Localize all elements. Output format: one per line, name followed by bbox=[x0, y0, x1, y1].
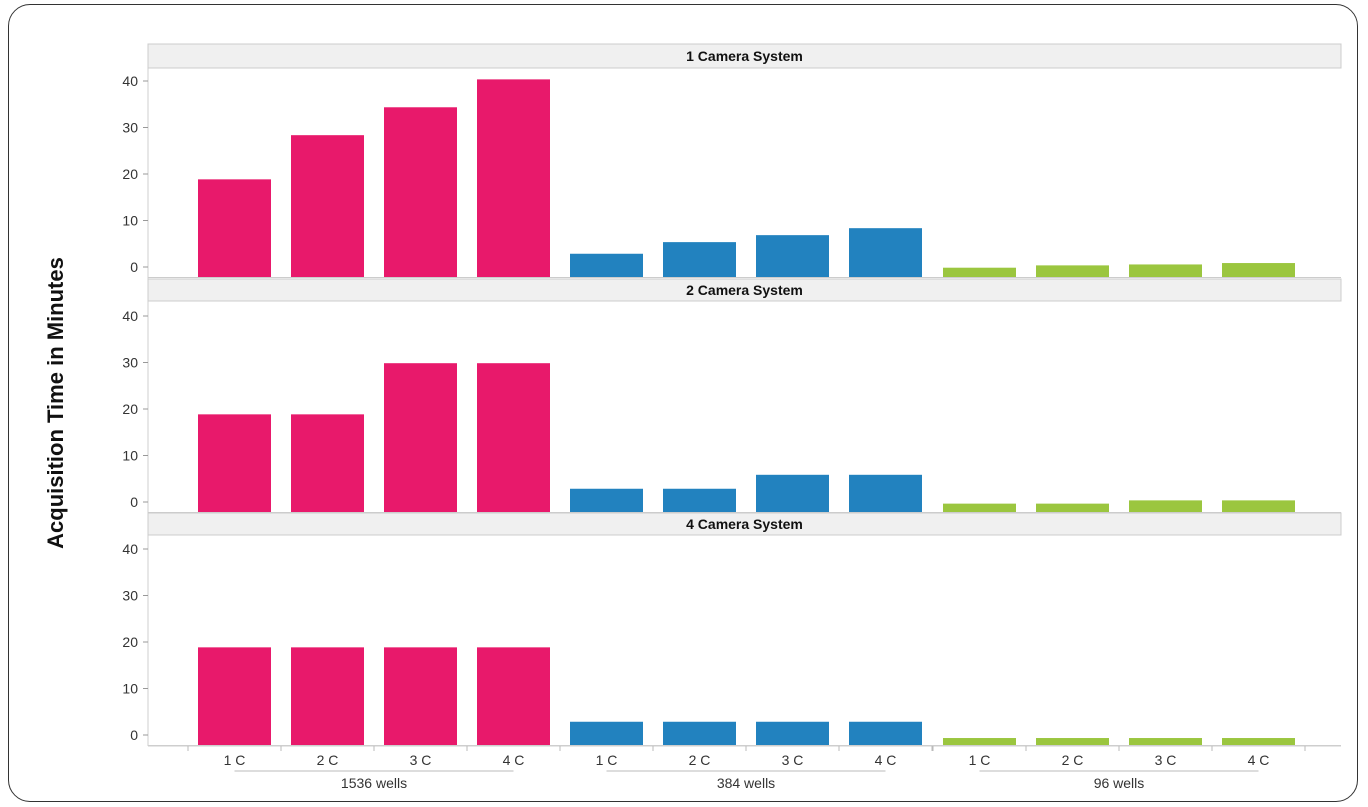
group-label: 96 wells bbox=[1094, 775, 1145, 791]
bar bbox=[1129, 738, 1202, 745]
bar bbox=[291, 647, 364, 745]
x-tick-label: 2 C bbox=[317, 752, 339, 768]
bar bbox=[198, 647, 271, 745]
bar bbox=[1222, 263, 1295, 277]
bar bbox=[291, 414, 364, 512]
x-tick-label: 4 C bbox=[503, 752, 525, 768]
bar bbox=[663, 488, 736, 512]
y-tick-label: 0 bbox=[130, 259, 138, 275]
bar bbox=[477, 363, 550, 512]
y-tick-label: 10 bbox=[122, 448, 138, 464]
panel-header bbox=[147, 278, 1342, 302]
bar bbox=[756, 235, 829, 277]
y-tick-label: 0 bbox=[130, 494, 138, 510]
y-tick-label: 20 bbox=[122, 401, 138, 417]
bar bbox=[943, 503, 1016, 512]
x-tick-label: 4 C bbox=[1248, 752, 1270, 768]
y-tick-label: 20 bbox=[122, 634, 138, 650]
bar bbox=[384, 647, 457, 745]
y-tick-label: 0 bbox=[130, 727, 138, 743]
y-tick-label: 40 bbox=[122, 308, 138, 324]
bar bbox=[663, 721, 736, 745]
bar bbox=[849, 228, 922, 277]
bar bbox=[1036, 738, 1109, 745]
bar bbox=[384, 363, 457, 512]
x-tick-label: 3 C bbox=[1155, 752, 1177, 768]
group-label: 1536 wells bbox=[341, 775, 407, 791]
y-tick-label: 40 bbox=[122, 541, 138, 557]
bar bbox=[849, 474, 922, 512]
x-tick-label: 2 C bbox=[1062, 752, 1084, 768]
panel-header bbox=[147, 512, 1342, 536]
y-tick-label: 10 bbox=[122, 213, 138, 229]
bar bbox=[663, 242, 736, 277]
panel-header bbox=[147, 43, 1342, 69]
bar bbox=[477, 79, 550, 277]
bar bbox=[943, 267, 1016, 277]
bar bbox=[1222, 500, 1295, 512]
x-tick-label: 3 C bbox=[782, 752, 804, 768]
y-tick-label: 30 bbox=[122, 355, 138, 371]
bar bbox=[1036, 265, 1109, 277]
bar bbox=[1222, 738, 1295, 745]
x-tick-label: 1 C bbox=[596, 752, 618, 768]
bar bbox=[570, 488, 643, 512]
bar bbox=[756, 474, 829, 512]
bar bbox=[384, 107, 457, 278]
bar bbox=[291, 135, 364, 277]
x-tick-label: 1 C bbox=[224, 752, 246, 768]
bar bbox=[1129, 264, 1202, 277]
y-tick-label: 20 bbox=[122, 166, 138, 182]
bar bbox=[1036, 503, 1109, 512]
x-tick-label: 4 C bbox=[875, 752, 897, 768]
panel-title: 2 Camera System bbox=[686, 282, 803, 298]
bar bbox=[570, 721, 643, 745]
panel-title: 4 Camera System bbox=[686, 516, 803, 532]
y-tick-label: 30 bbox=[122, 120, 138, 136]
x-tick-label: 1 C bbox=[969, 752, 991, 768]
bar bbox=[477, 647, 550, 745]
y-tick-label: 30 bbox=[122, 588, 138, 604]
bar bbox=[198, 179, 271, 277]
bar bbox=[849, 721, 922, 745]
x-tick-label: 3 C bbox=[410, 752, 432, 768]
bar bbox=[198, 414, 271, 512]
y-tick-label: 40 bbox=[122, 73, 138, 89]
bar bbox=[1129, 500, 1202, 512]
bar bbox=[943, 738, 1016, 745]
panel-title: 1 Camera System bbox=[686, 48, 803, 64]
y-tick-label: 10 bbox=[122, 681, 138, 697]
bar bbox=[570, 253, 643, 277]
x-tick-label: 2 C bbox=[689, 752, 711, 768]
group-label: 384 wells bbox=[717, 775, 775, 791]
bar bbox=[756, 721, 829, 745]
